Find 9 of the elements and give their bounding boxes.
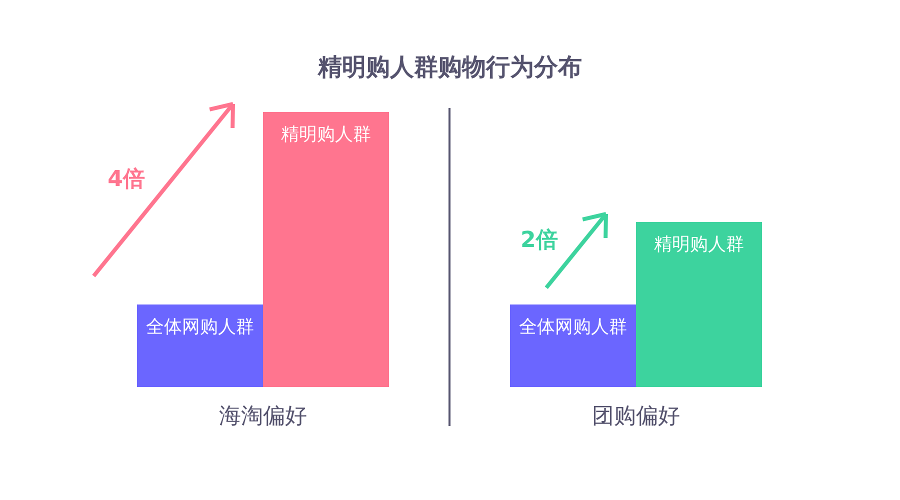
series-label: 全体网购人群 (146, 316, 254, 338)
text: 全体网购人群 (519, 316, 627, 338)
x-tick-label: 海淘偏好 (219, 404, 307, 429)
annotation: 2倍 (520, 228, 558, 253)
text: 精明购人群 (654, 234, 744, 255)
annotation: 4倍 (108, 167, 145, 192)
series-label: 精明购人群 (281, 124, 371, 145)
chart-title: 精明购人群购物行为分布 (317, 53, 582, 81)
x-tick-label: 团购偏好 (592, 404, 680, 429)
